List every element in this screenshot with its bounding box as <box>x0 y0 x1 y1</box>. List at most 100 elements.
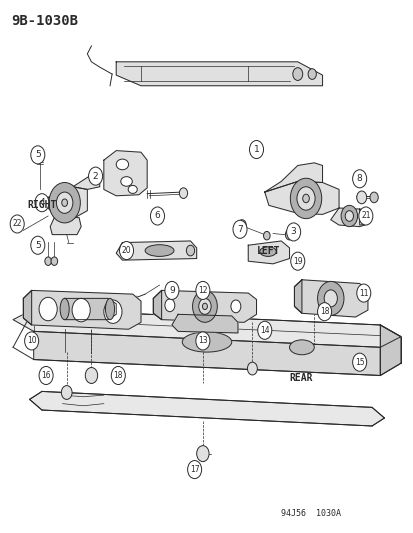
Polygon shape <box>33 332 380 375</box>
Circle shape <box>39 367 53 384</box>
Circle shape <box>150 207 164 225</box>
Ellipse shape <box>116 159 128 169</box>
Polygon shape <box>264 181 338 214</box>
Polygon shape <box>48 187 87 219</box>
Ellipse shape <box>121 176 132 186</box>
Polygon shape <box>64 298 116 320</box>
Polygon shape <box>23 290 31 325</box>
Circle shape <box>85 368 97 383</box>
Text: 5: 5 <box>35 241 40 250</box>
Circle shape <box>202 303 207 310</box>
Polygon shape <box>13 309 400 348</box>
Text: 4: 4 <box>39 198 45 207</box>
Circle shape <box>290 252 304 270</box>
Text: 3: 3 <box>290 228 296 237</box>
Circle shape <box>195 332 209 350</box>
Circle shape <box>56 192 73 213</box>
Text: 19: 19 <box>292 257 302 265</box>
Circle shape <box>233 220 247 238</box>
Circle shape <box>302 194 309 203</box>
Circle shape <box>317 281 343 316</box>
Text: 18: 18 <box>319 307 329 316</box>
Text: 11: 11 <box>358 288 368 297</box>
Circle shape <box>230 300 240 313</box>
Circle shape <box>369 192 377 203</box>
Text: 9: 9 <box>169 286 174 295</box>
Text: 2: 2 <box>93 172 98 181</box>
Circle shape <box>104 300 122 324</box>
Circle shape <box>111 367 125 384</box>
Circle shape <box>247 362 257 375</box>
Text: 94J56  1030A: 94J56 1030A <box>280 509 340 518</box>
Circle shape <box>296 187 314 210</box>
Circle shape <box>164 281 178 300</box>
Polygon shape <box>104 151 147 196</box>
Circle shape <box>192 290 217 322</box>
Circle shape <box>195 281 209 300</box>
Text: 13: 13 <box>197 336 207 345</box>
Circle shape <box>198 298 211 314</box>
Circle shape <box>61 385 72 399</box>
Polygon shape <box>294 280 367 317</box>
Polygon shape <box>380 325 400 375</box>
Circle shape <box>286 223 300 241</box>
Circle shape <box>237 220 246 230</box>
Circle shape <box>352 169 366 188</box>
Circle shape <box>340 205 357 227</box>
Ellipse shape <box>105 298 114 320</box>
Circle shape <box>35 193 49 212</box>
Text: 21: 21 <box>360 212 370 221</box>
Circle shape <box>120 245 128 256</box>
Text: 10: 10 <box>27 336 36 345</box>
Ellipse shape <box>182 332 231 352</box>
Circle shape <box>49 182 80 223</box>
Polygon shape <box>29 391 384 426</box>
Text: 7: 7 <box>237 225 242 234</box>
Polygon shape <box>153 290 256 322</box>
Text: 18: 18 <box>113 371 123 380</box>
Circle shape <box>31 236 45 254</box>
Polygon shape <box>50 217 81 235</box>
Text: 1: 1 <box>253 145 259 154</box>
Circle shape <box>352 353 366 371</box>
Circle shape <box>290 178 321 219</box>
Text: 16: 16 <box>41 371 51 380</box>
Polygon shape <box>116 241 196 260</box>
Polygon shape <box>248 241 289 264</box>
Text: 5: 5 <box>35 150 40 159</box>
Ellipse shape <box>145 245 173 256</box>
Polygon shape <box>116 62 322 86</box>
Circle shape <box>257 321 271 340</box>
Circle shape <box>358 207 372 225</box>
Circle shape <box>323 290 337 307</box>
Ellipse shape <box>60 298 69 320</box>
Text: 15: 15 <box>354 358 363 367</box>
Polygon shape <box>294 280 301 313</box>
Circle shape <box>31 146 45 164</box>
Circle shape <box>344 211 353 221</box>
Circle shape <box>292 68 302 80</box>
Circle shape <box>88 167 102 185</box>
Ellipse shape <box>128 185 137 193</box>
Polygon shape <box>23 290 141 329</box>
Circle shape <box>72 298 90 322</box>
Text: RIGHT: RIGHT <box>27 200 57 211</box>
Text: 20: 20 <box>121 246 131 255</box>
Circle shape <box>10 215 24 233</box>
Circle shape <box>164 299 174 312</box>
Polygon shape <box>73 176 100 189</box>
Circle shape <box>186 245 194 256</box>
Text: 9B-1030B: 9B-1030B <box>11 14 78 28</box>
Polygon shape <box>264 163 322 192</box>
Text: 8: 8 <box>356 174 362 183</box>
Circle shape <box>24 332 38 350</box>
Text: REAR: REAR <box>289 373 312 383</box>
Circle shape <box>249 141 263 159</box>
Circle shape <box>356 284 370 302</box>
Polygon shape <box>171 314 237 333</box>
Text: 12: 12 <box>198 286 207 295</box>
Circle shape <box>187 461 201 479</box>
Circle shape <box>51 257 57 265</box>
Circle shape <box>196 446 209 462</box>
Circle shape <box>62 199 67 206</box>
